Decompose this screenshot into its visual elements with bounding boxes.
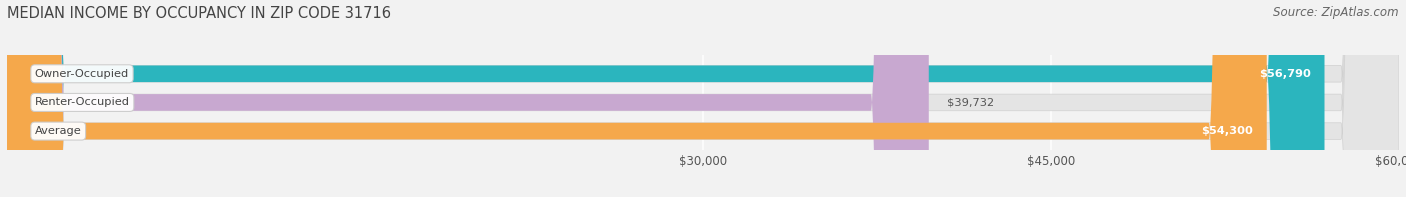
Text: MEDIAN INCOME BY OCCUPANCY IN ZIP CODE 31716: MEDIAN INCOME BY OCCUPANCY IN ZIP CODE 3… [7,6,391,21]
FancyBboxPatch shape [7,0,1324,197]
Text: Source: ZipAtlas.com: Source: ZipAtlas.com [1274,6,1399,19]
Text: Renter-Occupied: Renter-Occupied [35,98,129,107]
FancyBboxPatch shape [7,0,1399,197]
FancyBboxPatch shape [7,0,1399,197]
Text: Average: Average [35,126,82,136]
Text: $39,732: $39,732 [948,98,994,107]
FancyBboxPatch shape [7,0,1267,197]
Text: $56,790: $56,790 [1258,69,1310,79]
Text: Owner-Occupied: Owner-Occupied [35,69,129,79]
FancyBboxPatch shape [7,0,1399,197]
FancyBboxPatch shape [7,0,929,197]
Text: $54,300: $54,300 [1201,126,1253,136]
